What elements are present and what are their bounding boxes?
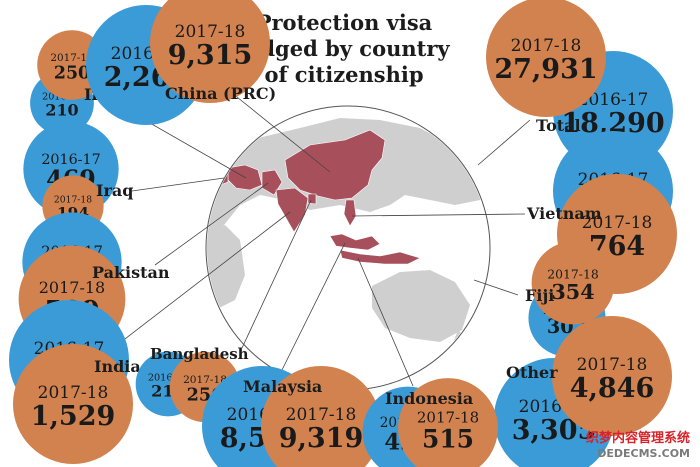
bubble-value-label: 210 [45,100,78,119]
country-label-bangladesh: Bangladesh [150,345,249,363]
leader-line-fiji [473,279,519,296]
china-region [284,129,386,201]
bubble-malaysia-2017-18 [261,366,381,467]
bubble-year-label: 2017-18 [547,266,599,281]
bubble-value-label: 250 [54,64,90,84]
country-label-fiji: Fiji [525,286,554,305]
bubble-year-label: 2017-18 [54,195,92,206]
bubble-indonesia-2017-18 [398,378,498,467]
bubble-value-label: 1,529 [31,401,116,432]
leader-line-iraq [131,177,225,192]
bangladesh-region [307,193,317,205]
chart-title: Protection visa lodged by country of cit… [238,10,450,87]
leader-line-india [107,211,291,353]
bubble-china-prc-2017-18 [150,0,270,103]
title-line-2: lodged by country [238,36,450,61]
country-label-total: Total [536,116,581,135]
bubble-value-label: 9,315 [168,40,253,71]
country-label-malaysia: Malaysia [243,377,322,396]
leader-line-total [477,119,531,166]
bubble-india-2017-18 [13,344,133,464]
bubble-layer: 2016-172102017-18250Iran2016-172,2692017… [9,0,677,467]
africa-land [207,225,245,310]
bubble-year-label: 2016-17 [41,152,100,168]
bubble-year-label: 2016-17 [578,90,649,110]
australia-land [372,270,470,342]
leader-line-malaysia [278,242,346,377]
country-label-india: India [94,357,141,376]
country-label-pakistan: Pakistan [92,263,170,282]
bubble-value-label: 515 [422,424,474,453]
bubble-year-label: 2017-18 [417,409,479,427]
country-label-vietnam: Vietnam [526,204,602,223]
india-region [275,187,309,233]
bubble-year-label: 2017-18 [175,22,246,42]
bubble-value-label: 9,319 [279,423,364,454]
bubble-year-label: 2017-18 [183,374,227,386]
bubble-total-2017-18 [486,0,606,117]
title-line-1: Protection visa [256,10,433,35]
malaysia-region [329,233,381,251]
bubble-year-label: 2017-18 [286,405,357,425]
bubble-value-label: 354 [551,280,594,304]
leader-line-bangladesh [241,199,312,349]
bubble-year-label: 2017-18 [38,383,109,403]
bubble-other-2017-18 [552,316,672,436]
country-label-china-prc: China (PRC) [165,84,276,103]
bubble-year-label: 2017-18 [39,278,105,297]
leader-line-indonesia [357,257,414,387]
leader-line-china [231,92,331,173]
vietnam-region [343,199,357,227]
bubble-fiji-2017-18 [531,241,615,325]
watermark-line-1: 织梦内容管理系统 [586,430,690,446]
bubble-value-label: 4,846 [570,373,655,404]
bubble-group-iraq: 2016-174692017-18194Iraq [23,121,133,237]
bubble-year-label: 2017-18 [511,36,582,56]
watermark: 织梦内容管理系统 DEDECMS.COM [586,430,690,460]
country-label-iraq: Iraq [96,181,133,200]
watermark-line-2: DEDECMS.COM [597,447,690,460]
world-map [205,105,491,391]
bubble-year-label: 2017-18 [50,52,93,64]
title-line-3: of citizenship [264,62,423,87]
pakistan-region [261,169,283,196]
bubble-year-label: 2017-18 [582,213,653,233]
country-label-indonesia: Indonesia [385,389,473,408]
bubble-year-label: 2016-17 [148,372,188,383]
bubble-value-label: 27,931 [494,54,597,85]
leader-line-pakistan [154,182,269,266]
leader-line-vietnam [351,213,526,217]
bubble-year-label: 2017-18 [577,355,648,375]
indonesia-region [339,249,421,265]
country-label-other: Other [506,363,558,382]
